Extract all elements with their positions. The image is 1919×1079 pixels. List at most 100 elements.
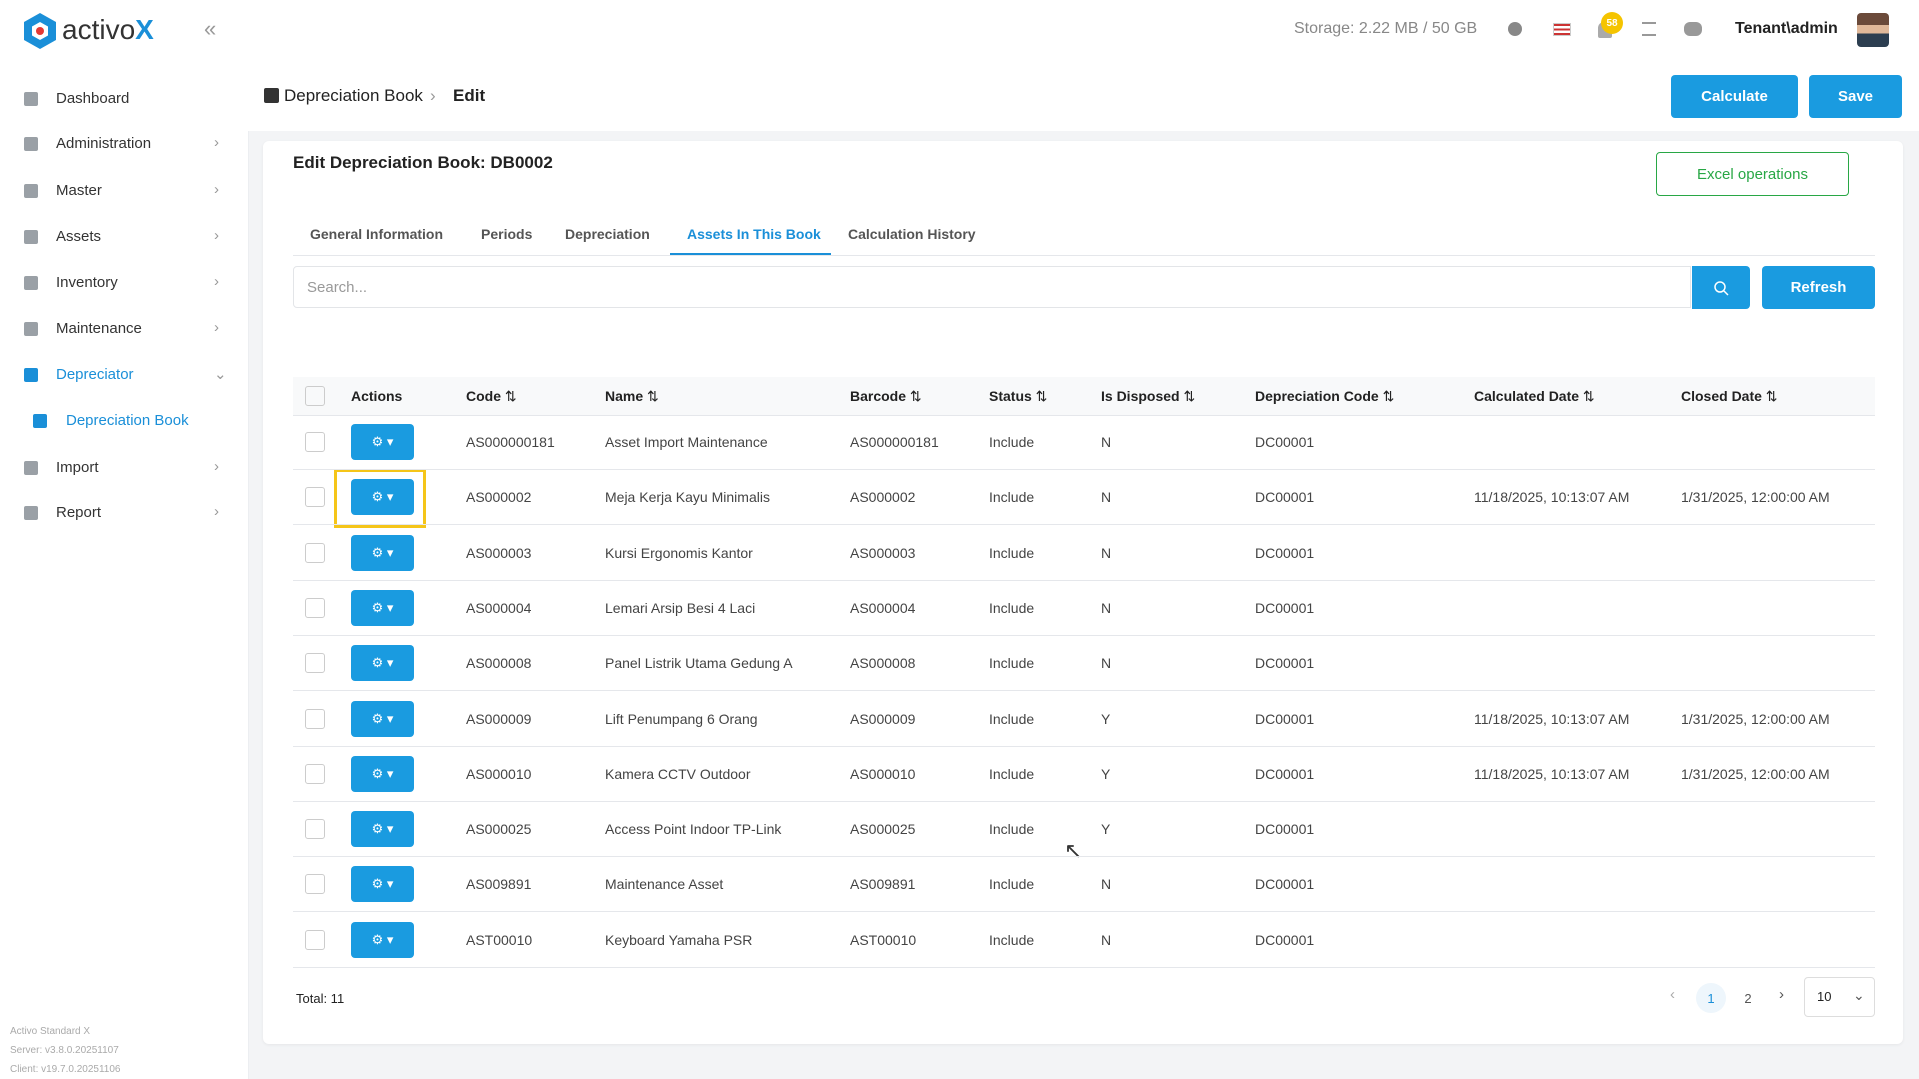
cell: AS000002 <box>466 489 532 506</box>
brand-accent: X <box>135 14 154 45</box>
row-checkbox[interactable] <box>305 432 325 452</box>
row-checkbox[interactable] <box>305 542 325 563</box>
cell: Y <box>1101 765 1111 782</box>
menu-chevron: › <box>214 134 219 151</box>
cell: AS000010 <box>850 765 916 782</box>
user-name[interactable]: Tenant\admin <box>1735 20 1838 37</box>
sort-icon[interactable]: ⇅ <box>1761 388 1778 404</box>
actions-button[interactable]: ⚙ ▾ <box>351 921 414 958</box>
column-header[interactable]: Is Disposed ⇅ <box>1101 388 1196 404</box>
breadcrumb-separator: › <box>430 86 436 105</box>
menu-item[interactable]: Master <box>56 182 102 199</box>
cell: Lemari Arsip Besi 4 Laci <box>605 599 756 616</box>
column-header[interactable]: Depreciation Code ⇅ <box>1255 388 1395 404</box>
tab[interactable]: Periods <box>481 226 533 242</box>
sort-icon[interactable]: ⇅ <box>501 388 517 404</box>
actions-button[interactable]: ⚙ ▾ <box>351 589 414 626</box>
column-header[interactable]: Name ⇅ <box>605 388 659 404</box>
save-button[interactable]: Save <box>1809 75 1902 118</box>
menu-item[interactable]: Depreciation Book <box>66 412 189 429</box>
row-divider <box>293 469 1875 470</box>
page-header <box>248 61 1919 131</box>
actions-button[interactable]: ⚙ ▾ <box>351 866 414 903</box>
refresh-button[interactable]: Refresh <box>1762 266 1875 309</box>
actions-button[interactable]: ⚙ ▾ <box>351 811 414 848</box>
row-checkbox[interactable] <box>305 386 325 406</box>
cell: N <box>1101 599 1112 616</box>
column-header[interactable]: Status ⇅ <box>989 388 1048 404</box>
actions-button[interactable]: ⚙ ▾ <box>351 424 414 460</box>
row-divider <box>293 690 1875 692</box>
cell: DC00001 <box>1255 821 1315 838</box>
row-checkbox[interactable] <box>305 819 325 840</box>
row-checkbox[interactable] <box>305 708 325 729</box>
column-header[interactable]: Barcode ⇅ <box>850 388 922 404</box>
sort-icon[interactable]: ⇅ <box>906 388 922 404</box>
sort-icon[interactable]: ⇅ <box>1179 388 1196 404</box>
breadcrumb-item[interactable]: Depreciation Book <box>284 86 423 105</box>
flag-icon[interactable] <box>1553 23 1571 36</box>
cell: AS000009 <box>850 710 916 727</box>
tab[interactable]: General Information <box>310 226 444 242</box>
row-checkbox[interactable] <box>305 763 325 784</box>
collapse-icon[interactable]: « <box>204 16 217 41</box>
tab-underline <box>670 253 831 255</box>
actions-button[interactable]: ⚙ ▾ <box>351 700 414 737</box>
avatar[interactable] <box>1857 13 1889 47</box>
tab[interactable]: Assets In This Book <box>687 226 821 242</box>
row-checkbox[interactable] <box>305 929 325 950</box>
search-icon <box>1714 280 1729 296</box>
menu-item[interactable]: Administration <box>56 135 152 152</box>
column-header[interactable]: Closed Date ⇅ <box>1681 388 1778 404</box>
column-header[interactable]: Actions <box>351 388 403 404</box>
search-button[interactable] <box>1692 266 1750 309</box>
menu-icon <box>24 92 38 106</box>
column-header[interactable]: Calculated Date ⇅ <box>1474 388 1595 404</box>
cell: AS000010 <box>466 765 532 782</box>
sort-icon[interactable]: ⇅ <box>1031 388 1048 404</box>
menu-item[interactable]: Import <box>56 459 99 476</box>
chat-icon[interactable] <box>1684 22 1702 36</box>
search-input[interactable]: Search... <box>293 266 1691 308</box>
sort-icon[interactable]: ⇅ <box>643 388 659 404</box>
next-page[interactable]: › <box>1779 986 1784 1003</box>
cell: AS000025 <box>850 821 916 838</box>
help-icon[interactable] <box>1508 22 1522 36</box>
cell: AS000004 <box>466 599 532 616</box>
row-divider <box>293 911 1875 913</box>
cell: Include <box>989 765 1035 782</box>
column-header[interactable]: Code ⇅ <box>466 388 517 404</box>
cell: DC00001 <box>1255 765 1315 782</box>
cell: AS000003 <box>850 544 916 561</box>
menu-item[interactable]: Assets <box>56 228 102 245</box>
page-size[interactable]: 10 <box>1804 977 1875 1017</box>
menu-item[interactable]: Dashboard <box>56 90 130 107</box>
tab[interactable]: Depreciation <box>565 226 650 242</box>
menu-chevron: ⌄ <box>214 366 227 383</box>
actions-button[interactable]: ⚙ ▾ <box>351 534 414 571</box>
page-button[interactable]: 1 <box>1696 983 1726 1013</box>
list-icon[interactable] <box>1642 22 1656 36</box>
calculate-button[interactable]: Calculate <box>1671 75 1798 118</box>
row-checkbox[interactable] <box>305 487 325 508</box>
menu-item[interactable]: Depreciator <box>56 366 134 383</box>
menu-item[interactable]: Inventory <box>56 274 118 291</box>
page-button[interactable]: 2 <box>1744 990 1752 1006</box>
cell: Include <box>989 599 1035 616</box>
actions-button[interactable]: ⚙ ▾ <box>351 645 414 682</box>
cell: DC00001 <box>1255 489 1315 506</box>
tab[interactable]: Calculation History <box>848 226 976 242</box>
actions-button[interactable]: ⚙ ▾ <box>351 755 414 792</box>
menu-icon <box>24 276 38 290</box>
menu-item[interactable]: Maintenance <box>56 320 142 337</box>
row-checkbox[interactable] <box>305 653 325 674</box>
row-checkbox[interactable] <box>305 597 325 618</box>
menu-item[interactable]: Report <box>56 504 102 521</box>
prev-page[interactable]: ‹ <box>1670 986 1675 1003</box>
cell: Access Point Indoor TP-Link <box>605 821 782 838</box>
sort-icon[interactable]: ⇅ <box>1579 388 1595 404</box>
excel-button[interactable]: Excel operations <box>1656 152 1849 196</box>
actions-button[interactable]: ⚙ ▾ <box>351 479 414 516</box>
sort-icon[interactable]: ⇅ <box>1378 388 1395 404</box>
row-checkbox[interactable] <box>305 874 325 895</box>
